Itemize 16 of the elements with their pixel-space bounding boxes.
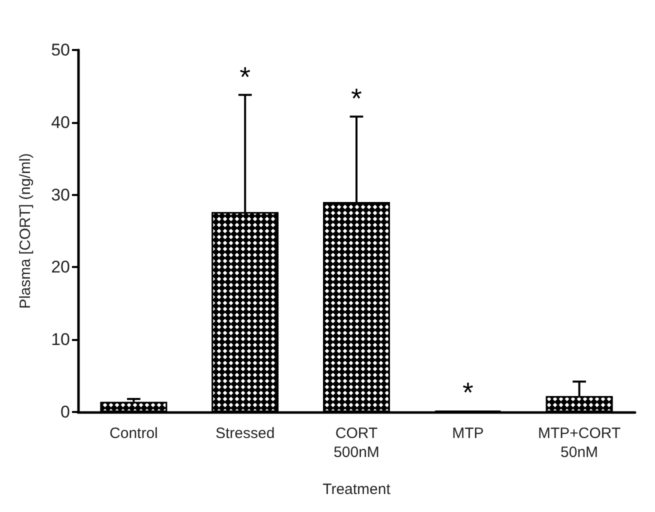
x-axis-title: Treatment — [322, 481, 392, 498]
y-axis-title: Plasma [CORT] (ng/ml) — [17, 153, 34, 309]
x-tick-label: Stressed — [216, 425, 275, 442]
annotation: * — [462, 377, 474, 408]
annotation: * — [351, 83, 362, 114]
y-tick-label: 20 — [51, 258, 70, 277]
x-tick-label: MTP+CORT 50nM — [538, 425, 621, 461]
y-tick-label: 30 — [51, 185, 70, 204]
y-tick-label: 10 — [51, 330, 70, 350]
y-tick-label: 40 — [51, 112, 70, 132]
y-tick-label: 0 — [60, 402, 70, 422]
x-tick-label: CORT 500nM — [334, 425, 380, 461]
x-tick-label: Control — [110, 425, 158, 442]
annotation: * — [240, 61, 251, 92]
x-tick-label: MTP — [452, 425, 484, 442]
y-tick-label: 50 — [51, 40, 70, 60]
